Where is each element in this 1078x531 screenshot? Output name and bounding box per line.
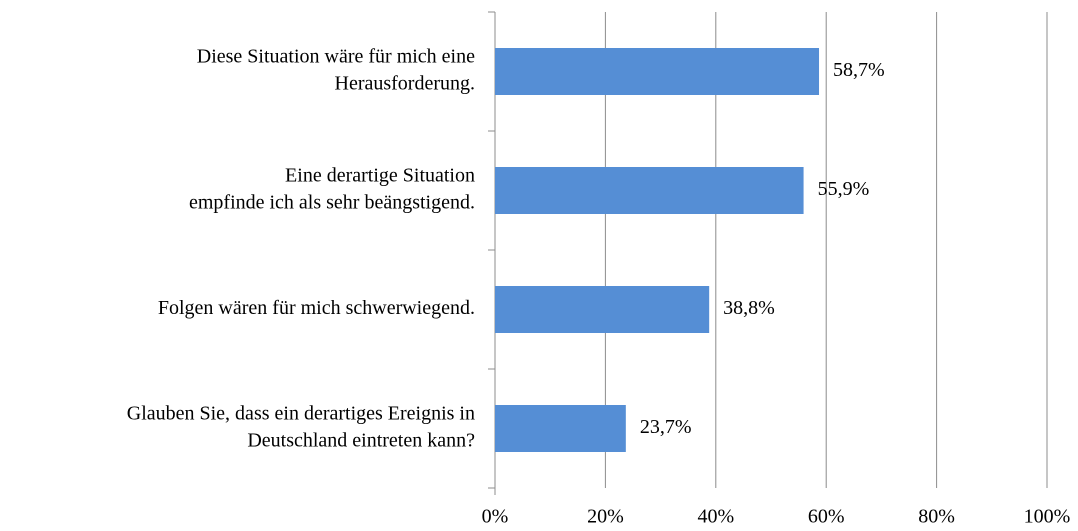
x-tick-label: 80% [918,506,955,528]
bar [495,167,804,214]
bar [495,48,820,95]
value-label: 38,8% [723,297,775,319]
y-tick-label: Folgen wären für mich schwerwiegend. [158,297,475,319]
bar [495,286,710,333]
y-tick-label: Herausforderung. [335,73,476,95]
y-tick-label: Diese Situation wäre für mich eine [197,46,475,68]
value-label: 55,9% [818,178,870,200]
value-label: 23,7% [640,416,692,438]
y-tick-label: Deutschland eintreten kann? [247,430,475,452]
x-tick-label: 60% [808,506,845,528]
y-tick-label: Eine derartige Situation [285,165,475,187]
bar [495,405,626,452]
x-tick-label: 40% [697,506,734,528]
x-tick-label: 0% [482,506,509,528]
value-label: 58,7% [833,59,885,81]
x-tick-label: 100% [1024,506,1071,528]
x-tick-label: 20% [587,506,624,528]
y-tick-label: empfinde ich als sehr beängstigend. [189,192,475,214]
y-tick-label: Glauben Sie, dass ein derartiges Ereigni… [127,403,475,425]
